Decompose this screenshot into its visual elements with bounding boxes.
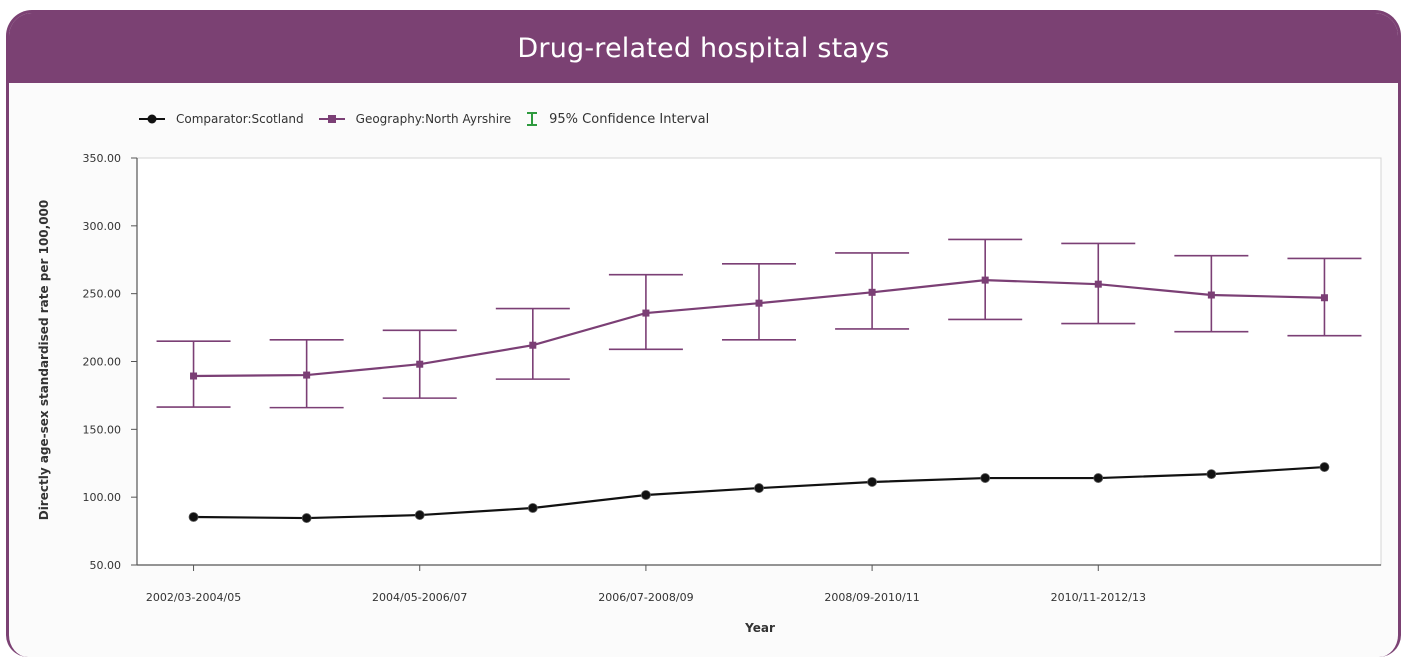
chart-title: Drug-related hospital stays [517, 32, 890, 64]
data-point [188, 512, 199, 522]
data-point [754, 483, 764, 493]
x-tick-label: 2010/11-2012/13 [1051, 591, 1146, 604]
y-tick-label: 350.00 [83, 152, 122, 165]
data-point [868, 288, 876, 296]
data-point [1094, 280, 1102, 288]
x-tick-label: 2008/09-2010/11 [824, 591, 919, 604]
data-point [980, 473, 991, 483]
panel-header: Drug-related hospital stays [9, 13, 1398, 83]
legend-label-confidence-interval: 95% Confidence Interval [549, 111, 710, 127]
legend-item-north-ayrshire[interactable]: Geography:North Ayrshire [318, 112, 511, 126]
data-point [755, 299, 763, 307]
legend-item-confidence-interval[interactable]: 95% Confidence Interval [525, 111, 709, 127]
x-tick-label: 2006/07-2008/09 [598, 591, 693, 604]
data-point [981, 276, 989, 284]
circle-marker-icon [139, 114, 165, 124]
data-point [1319, 462, 1330, 472]
data-point [301, 513, 312, 523]
data-point [416, 360, 424, 368]
x-tick-label: 2004/05-2006/07 [372, 591, 467, 604]
data-point [1093, 473, 1104, 483]
data-point [642, 309, 650, 317]
data-point [1320, 294, 1328, 302]
series-scotland [188, 462, 1330, 523]
data-point [529, 341, 537, 349]
x-tick-label: 2002/03-2004/05 [146, 591, 241, 604]
data-point [414, 510, 425, 520]
error-bar-icon [527, 112, 538, 126]
data-point [1206, 469, 1217, 480]
x-axis-title: Year [745, 621, 775, 635]
y-tick-label: 250.00 [83, 288, 122, 301]
y-tick-label: 100.00 [83, 491, 122, 504]
data-point [1207, 291, 1215, 299]
plot-area [136, 157, 1382, 566]
chart-legend: Comparator:Scotland Geography:North Ayrs… [138, 108, 723, 130]
data-point [527, 503, 538, 513]
series-north-ayrshire [156, 238, 1362, 409]
y-tick-label: 200.00 [83, 356, 122, 369]
legend-label-scotland: Comparator:Scotland [176, 112, 304, 126]
y-tick-label: 300.00 [83, 220, 122, 233]
legend-label-north-ayrshire: Geography:North Ayrshire [355, 112, 512, 126]
y-tick-label: 50.00 [90, 559, 122, 572]
square-marker-icon [318, 115, 345, 123]
y-tick-label: 150.00 [83, 423, 122, 436]
data-point [867, 477, 877, 487]
legend-item-scotland[interactable]: Comparator:Scotland [138, 112, 304, 126]
data-point [303, 371, 311, 379]
data-point [190, 372, 198, 380]
data-point [641, 490, 651, 500]
